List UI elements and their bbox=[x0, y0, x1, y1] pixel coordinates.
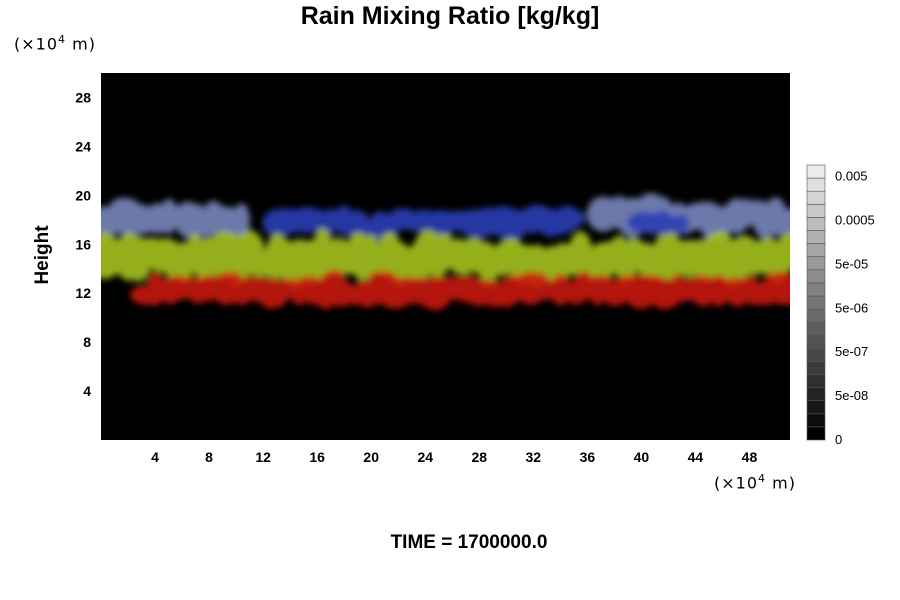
y-tick-label: 28 bbox=[75, 89, 91, 105]
colorbar-swatch bbox=[806, 217, 826, 231]
colorbar-swatch bbox=[806, 334, 826, 349]
colorbar-swatch bbox=[806, 203, 826, 218]
cell bbox=[233, 203, 250, 238]
x-tick-label: 24 bbox=[417, 449, 433, 465]
colorbar: 0 5e-08 5e-07 5e-06 5e-05 0.0005 0.005 bbox=[806, 164, 875, 447]
colorbar-swatch bbox=[806, 361, 826, 375]
colorbar-swatch bbox=[806, 413, 826, 428]
y-tick-label: 12 bbox=[75, 285, 91, 301]
colorbar-label: 5e-06 bbox=[835, 300, 868, 315]
colorbar-swatch bbox=[806, 321, 826, 336]
x-tick-label: 20 bbox=[363, 449, 379, 465]
x-tick-label: 40 bbox=[634, 449, 650, 465]
colorbar-swatch bbox=[806, 426, 826, 441]
layer-3 bbox=[129, 269, 790, 310]
colorbar-swatch bbox=[806, 164, 826, 179]
y-unit-exponent: 4 bbox=[58, 33, 67, 46]
heatmap-layers bbox=[101, 192, 790, 310]
chart-title: Rain Mixing Ratio [kg/kg] bbox=[300, 2, 600, 30]
x-unit-exponent: 4 bbox=[758, 472, 767, 485]
cell bbox=[673, 213, 690, 234]
x-unit-suffix: m) bbox=[766, 473, 796, 493]
x-tick-label: 4 bbox=[151, 449, 159, 465]
x-tick-label: 8 bbox=[205, 449, 213, 465]
colorbar-label: 5e-08 bbox=[835, 388, 868, 403]
colorbar-swatch bbox=[806, 282, 826, 297]
y-axis-unit-label: (×104 m) bbox=[14, 33, 96, 53]
colorbar-swatch bbox=[806, 190, 826, 205]
y-tick-label: 4 bbox=[83, 383, 91, 399]
x-tick-label: 16 bbox=[309, 449, 325, 465]
colorbar-label: 0 bbox=[835, 432, 842, 447]
x-tick-label: 36 bbox=[580, 449, 596, 465]
colorbar-label: 5e-07 bbox=[835, 344, 868, 359]
cell bbox=[708, 274, 729, 307]
colorbar-swatch bbox=[806, 256, 826, 271]
x-tick-label: 44 bbox=[688, 449, 704, 465]
colorbar-swatch bbox=[806, 348, 826, 362]
cell bbox=[562, 209, 586, 227]
y-tick-label: 20 bbox=[75, 187, 91, 203]
colorbar-swatch bbox=[806, 243, 826, 257]
cell bbox=[779, 208, 790, 237]
x-tick-label: 12 bbox=[255, 449, 271, 465]
colorbar-swatch bbox=[806, 295, 826, 310]
layer-1 bbox=[262, 204, 690, 243]
colorbar-swatch bbox=[806, 177, 826, 192]
colorbar-swatch bbox=[806, 400, 826, 415]
colorbar-label: 5e-05 bbox=[835, 256, 868, 271]
y-tick-label: 16 bbox=[75, 236, 91, 252]
y-unit-prefix: (×10 bbox=[14, 34, 59, 54]
y-unit-suffix: m) bbox=[66, 34, 96, 54]
x-tick-label: 32 bbox=[526, 449, 542, 465]
colorbar-label: 0.005 bbox=[835, 169, 868, 184]
x-tick-label: 28 bbox=[471, 449, 487, 465]
colorbar-swatch bbox=[806, 230, 826, 244]
colorbar-swatch bbox=[806, 308, 826, 323]
colorbar-label: 0.0005 bbox=[835, 212, 875, 227]
time-label: TIME = 1700000.0 bbox=[390, 532, 548, 553]
cell bbox=[776, 232, 790, 272]
cell bbox=[774, 275, 790, 306]
y-tick-label: 8 bbox=[83, 334, 91, 350]
x-tick-label: 48 bbox=[742, 449, 758, 465]
colorbar-swatch bbox=[806, 374, 826, 388]
x-unit-prefix: (×10 bbox=[714, 473, 759, 493]
x-axis-unit-label: (×104 m) bbox=[714, 472, 796, 492]
colorbar-swatch bbox=[806, 269, 826, 284]
y-tick-label: 24 bbox=[75, 138, 91, 154]
colorbar-swatch bbox=[806, 387, 826, 402]
